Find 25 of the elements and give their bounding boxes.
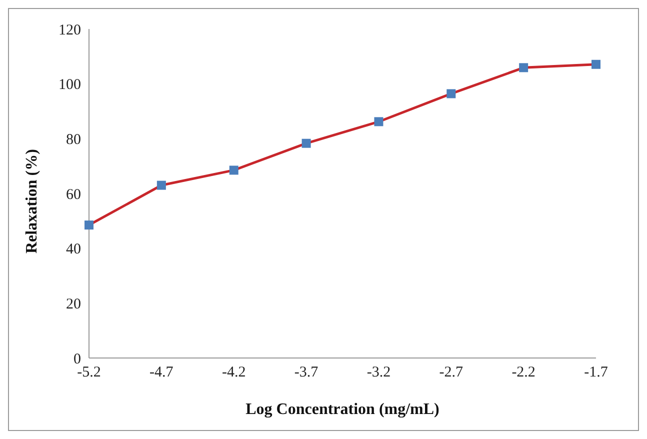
y-tick-label: 40 — [66, 242, 81, 258]
point — [302, 138, 311, 148]
point — [592, 60, 600, 69]
x-axis-title: Log Concentration (mg/mL) — [246, 401, 440, 418]
point — [374, 117, 384, 126]
y-axis-title: Relaxation (%) — [24, 149, 41, 254]
y-tick-label: 20 — [66, 296, 81, 312]
y-tick-label: 100 — [58, 77, 81, 94]
x-tick-label: -5.2 — [77, 364, 101, 381]
point — [156, 180, 166, 190]
y-tick-label: 120 — [58, 22, 81, 38]
y-tick-label: 80 — [66, 132, 81, 148]
x-tick-label: -4.2 — [222, 364, 246, 381]
y-tick-label: 60 — [66, 186, 81, 203]
point — [519, 63, 528, 72]
point — [229, 166, 238, 175]
x-tick-label: -4.7 — [150, 364, 174, 381]
x-tick-label: -3.7 — [294, 364, 319, 381]
x-tick-label: -1.7 — [584, 364, 608, 381]
point — [446, 89, 456, 98]
x-tick-label: -2.2 — [512, 364, 536, 381]
point — [84, 220, 94, 230]
x-tick-label: -3.2 — [366, 364, 391, 381]
x-tick-label: -2.7 — [439, 364, 464, 381]
y-tick-label: 0 — [74, 351, 81, 368]
